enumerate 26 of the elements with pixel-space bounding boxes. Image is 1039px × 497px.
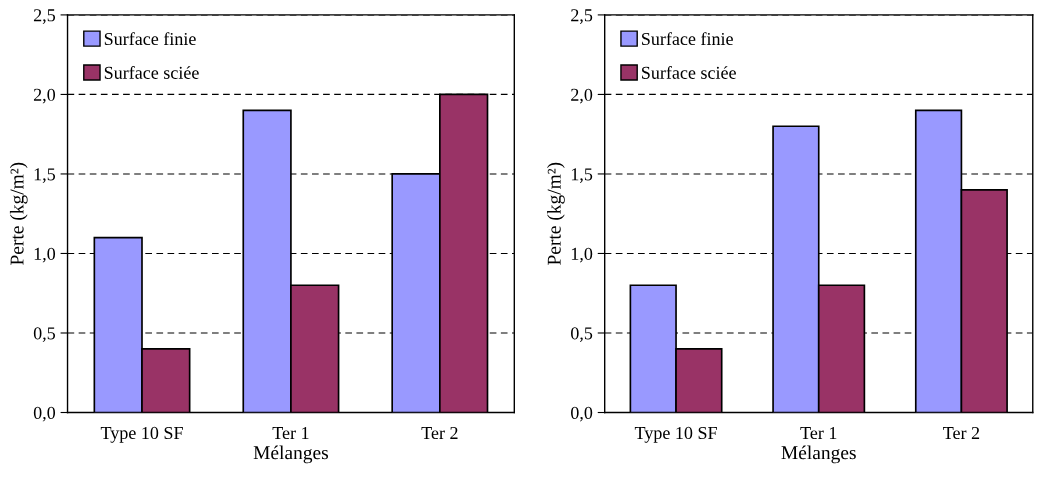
y-tick-label: 2,0: [33, 88, 56, 104]
legend-label: Surface sciée: [104, 65, 199, 79]
legend-label: Surface finie: [642, 32, 733, 46]
x-tick-label: Type 10 SF: [634, 426, 717, 443]
y-tick-label: 1,5: [34, 168, 56, 183]
y-tick-label: 0,5: [571, 327, 593, 343]
y-tick-label: 0,0: [33, 406, 56, 422]
y-tick-label: 2,0: [571, 88, 593, 104]
y-tick-label: 2,5: [571, 9, 593, 24]
x-axis-title: Mélanges: [781, 445, 856, 464]
x-tick-label: Ter 1: [800, 427, 837, 440]
legend-label: Surface sciée: [642, 65, 736, 79]
y-tick-label: 1,0: [34, 247, 56, 263]
x-axis-title: Mélanges: [253, 445, 329, 464]
y-axis-title: Perte (kg/m²): [547, 162, 565, 265]
legend-label: Surface finie: [104, 32, 196, 46]
y-tick-label: 1,5: [571, 168, 593, 183]
y-tick-label: 0,5: [33, 327, 56, 343]
x-tick-label: Type 10 SF: [100, 426, 183, 443]
x-tick-label: Ter 2: [421, 426, 458, 440]
x-tick-label: Ter 2: [943, 426, 980, 440]
y-tick-label: 2,5: [33, 9, 56, 24]
y-axis-title: Perte (kg/m²): [9, 162, 28, 265]
y-tick-label: 0,0: [571, 406, 593, 422]
y-tick-label: 1,0: [571, 247, 593, 263]
x-tick-label: Ter 1: [272, 427, 309, 440]
